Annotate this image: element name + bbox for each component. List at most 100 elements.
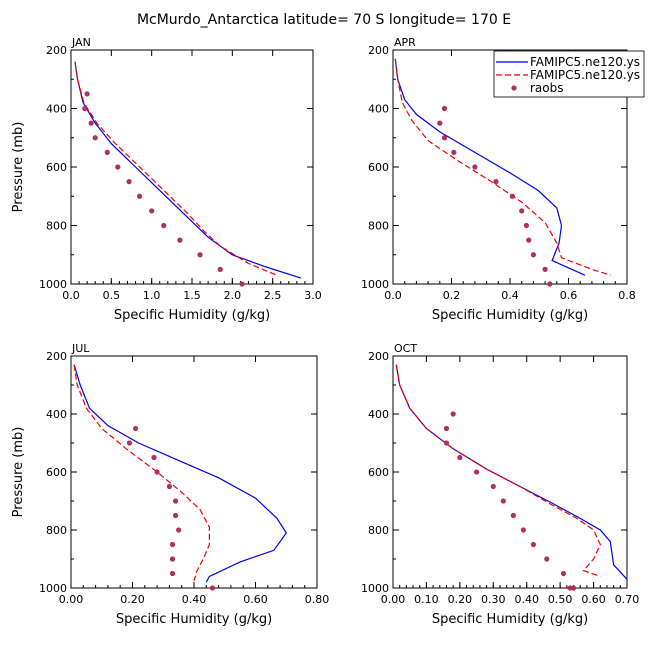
x-tick-label: 0.0: [62, 289, 80, 302]
obs-point: [520, 527, 526, 533]
obs-point: [126, 179, 132, 185]
obs-point: [544, 556, 550, 562]
series-line-dashed: [395, 364, 601, 577]
x-tick-label: 0.30: [481, 593, 506, 606]
obs-point: [176, 527, 182, 533]
obs-point: [151, 454, 157, 461]
obs-point: [169, 541, 176, 548]
panels: JAN 0.0 0.5 1.0 1.5 2.0 2.5 3.0 200 400 600 800 1000…: [11, 36, 639, 627]
y-tick-label: 800: [368, 220, 389, 233]
obs-point: [177, 237, 183, 243]
obs-point: [560, 570, 567, 577]
y-tick-label: 600: [368, 161, 389, 174]
x-tick-label: 0.80: [305, 593, 330, 606]
legend-label: FAMIPC5.ne120.ys: [530, 55, 640, 69]
legend-label: raobs: [530, 81, 564, 95]
obs-point: [530, 541, 537, 548]
obs-point: [473, 469, 480, 475]
y-tick-label: 800: [46, 220, 67, 233]
y-tick-label: 600: [46, 466, 67, 479]
x-tick-label: 0.00: [381, 593, 406, 606]
y-axis-label: Pressure (mb): [11, 427, 26, 518]
obs-point: [509, 193, 515, 199]
y-tick-label: 1000: [361, 278, 389, 291]
y-tick-label: 600: [368, 466, 389, 479]
y-tick-label: 1000: [39, 278, 67, 291]
x-axis-label: Specific Humidity (g/kg): [432, 612, 588, 627]
panel-title: JAN: [71, 36, 91, 49]
obs-point: [82, 105, 88, 112]
obs-point: [510, 512, 516, 519]
y-tick-label: 200: [368, 350, 389, 363]
x-tick-label: 0.2: [443, 289, 461, 302]
x-tick-label: 0.50: [548, 593, 573, 606]
obs-point: [493, 179, 499, 185]
obs-point: [115, 164, 121, 170]
x-tick-label: 2.0: [224, 289, 242, 302]
x-tick-label: 0.0: [384, 289, 402, 302]
y-tick-label: 400: [46, 408, 67, 421]
obs-point: [88, 120, 94, 126]
obs-point: [443, 425, 450, 432]
x-tick-label: 0.5: [103, 289, 121, 302]
y-tick-label: 200: [46, 350, 67, 363]
obs-point: [209, 585, 216, 591]
x-tick-label: 1.0: [143, 289, 161, 302]
obs-point: [239, 281, 245, 287]
series-line-solid: [73, 364, 288, 583]
obs-point: [197, 252, 203, 258]
x-tick-label: 0.70: [615, 593, 640, 606]
x-tick-label: 0.4: [501, 289, 519, 302]
panel-jul: JUL 0.00 0.20 0.40 0.60 0.80 200 400 600 800 1000 S…: [11, 342, 329, 627]
x-tick-label: 0.40: [182, 593, 207, 606]
panel-apr: APR 0.0 0.2 0.4 0.6 0.8 200 400 600 800 1000 Specif…: [361, 36, 636, 323]
y-tick-label: 400: [368, 408, 389, 421]
obs-point: [450, 411, 456, 417]
obs-point: [172, 498, 179, 504]
obs-point: [166, 483, 172, 490]
obs-point: [136, 193, 143, 199]
obs-point: [92, 135, 98, 141]
obs-point: [547, 281, 553, 287]
legend-box: [493, 50, 645, 98]
obs-point: [172, 512, 179, 519]
obs-point: [443, 440, 450, 446]
obs-point: [154, 469, 160, 475]
y-tick-label: 400: [46, 103, 67, 116]
legend-swatch-dots: [511, 85, 517, 91]
obs-point: [457, 454, 463, 461]
obs-point: [441, 135, 448, 141]
obs-point: [217, 266, 223, 272]
obs-point: [542, 266, 548, 272]
obs-point: [437, 120, 443, 126]
series-line-solid: [394, 58, 586, 276]
series-line-solid: [74, 61, 302, 279]
panel-title: APR: [394, 36, 416, 49]
x-tick-label: 0.8: [618, 289, 636, 302]
x-tick-label: 0.20: [120, 593, 145, 606]
obs-point: [149, 208, 155, 214]
obs-point: [104, 149, 110, 155]
y-tick-label: 600: [46, 161, 67, 174]
figure-title: McMurdo_Antarctica latitude= 70 S longit…: [137, 12, 511, 28]
obs-point: [567, 585, 573, 591]
x-tick-label: 0.40: [514, 593, 539, 606]
y-axis-label: Pressure (mb): [11, 122, 26, 213]
y-tick-label: 1000: [361, 582, 389, 595]
panel-jan: JAN 0.0 0.5 1.0 1.5 2.0 2.5 3.0 200 400 600 800 1000…: [11, 36, 322, 323]
obs-point: [530, 252, 537, 258]
obs-point: [519, 208, 525, 214]
x-tick-label: 0.00: [59, 593, 84, 606]
obs-point: [472, 164, 478, 170]
panel-title: JUL: [71, 342, 90, 355]
x-axis-label: Specific Humidity (g/kg): [114, 308, 270, 323]
panel-oct: OCT 0.00 0.10 0.20 0.30 0.40 0.50 0.60 0.70 200 40…: [361, 342, 639, 627]
x-axis-label: Specific Humidity (g/kg): [432, 308, 588, 323]
panel-title: OCT: [394, 342, 417, 355]
obs-point: [84, 91, 90, 97]
x-axis-label: Specific Humidity (g/kg): [116, 612, 272, 627]
plot-frame: [392, 355, 628, 589]
obs-point: [526, 237, 532, 243]
x-tick-label: 0.20: [448, 593, 473, 606]
